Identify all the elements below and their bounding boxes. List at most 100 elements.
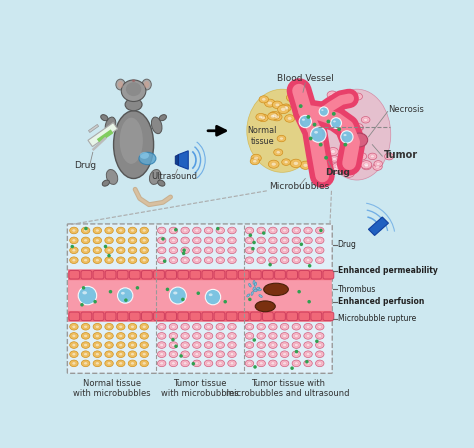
FancyBboxPatch shape <box>226 312 237 321</box>
Ellipse shape <box>294 353 298 356</box>
Ellipse shape <box>373 163 382 170</box>
Ellipse shape <box>247 344 251 347</box>
Ellipse shape <box>207 362 210 365</box>
Ellipse shape <box>343 133 348 137</box>
Ellipse shape <box>365 164 369 168</box>
Ellipse shape <box>253 280 255 284</box>
Circle shape <box>331 118 341 129</box>
Ellipse shape <box>284 106 288 109</box>
Ellipse shape <box>259 96 269 103</box>
Ellipse shape <box>95 325 99 328</box>
Circle shape <box>300 242 303 246</box>
Ellipse shape <box>271 259 275 262</box>
FancyBboxPatch shape <box>214 312 225 321</box>
Ellipse shape <box>228 237 236 244</box>
Ellipse shape <box>216 351 225 358</box>
Circle shape <box>197 292 200 295</box>
Ellipse shape <box>259 259 263 262</box>
Ellipse shape <box>294 325 298 328</box>
Circle shape <box>118 288 133 303</box>
Ellipse shape <box>293 161 299 165</box>
Ellipse shape <box>142 259 146 262</box>
Ellipse shape <box>105 342 113 349</box>
Ellipse shape <box>316 342 324 349</box>
Ellipse shape <box>257 332 265 339</box>
Ellipse shape <box>140 152 149 159</box>
Circle shape <box>319 107 328 116</box>
Ellipse shape <box>70 342 78 349</box>
Ellipse shape <box>128 237 137 244</box>
Ellipse shape <box>119 334 123 337</box>
Ellipse shape <box>126 82 141 96</box>
FancyArrowPatch shape <box>208 126 226 135</box>
Ellipse shape <box>281 257 289 263</box>
Ellipse shape <box>70 227 78 234</box>
FancyBboxPatch shape <box>69 312 80 321</box>
Ellipse shape <box>128 360 137 366</box>
Ellipse shape <box>72 362 76 365</box>
Ellipse shape <box>140 351 148 358</box>
Ellipse shape <box>93 237 101 244</box>
Ellipse shape <box>261 116 265 120</box>
Ellipse shape <box>117 227 125 234</box>
Ellipse shape <box>192 342 201 349</box>
Ellipse shape <box>318 325 322 328</box>
Ellipse shape <box>257 227 265 234</box>
Circle shape <box>305 360 309 363</box>
Ellipse shape <box>269 227 277 234</box>
Ellipse shape <box>269 342 277 349</box>
Ellipse shape <box>195 344 199 347</box>
Ellipse shape <box>192 351 201 358</box>
Ellipse shape <box>371 155 374 158</box>
Ellipse shape <box>287 117 292 120</box>
Ellipse shape <box>228 257 236 263</box>
Ellipse shape <box>247 334 251 337</box>
Ellipse shape <box>130 353 135 356</box>
Ellipse shape <box>294 249 298 252</box>
Ellipse shape <box>337 130 346 137</box>
Ellipse shape <box>160 334 164 337</box>
Ellipse shape <box>341 94 346 97</box>
Ellipse shape <box>160 344 164 347</box>
Ellipse shape <box>219 334 222 337</box>
Ellipse shape <box>259 325 263 328</box>
Ellipse shape <box>304 227 312 234</box>
Ellipse shape <box>105 360 113 366</box>
Ellipse shape <box>117 342 125 349</box>
Ellipse shape <box>328 116 339 125</box>
Ellipse shape <box>283 105 291 112</box>
Ellipse shape <box>121 80 146 102</box>
Ellipse shape <box>142 362 146 365</box>
Ellipse shape <box>107 362 111 365</box>
Ellipse shape <box>250 158 259 165</box>
Ellipse shape <box>192 323 201 330</box>
Ellipse shape <box>338 91 349 99</box>
Ellipse shape <box>374 161 383 167</box>
Ellipse shape <box>140 360 148 366</box>
FancyBboxPatch shape <box>105 271 116 279</box>
Ellipse shape <box>107 259 111 262</box>
Ellipse shape <box>192 247 201 254</box>
Ellipse shape <box>119 344 123 347</box>
Ellipse shape <box>340 130 351 139</box>
Ellipse shape <box>304 237 312 244</box>
Ellipse shape <box>82 291 87 294</box>
Text: Tumor tissue with
microbubbles and ultrasound: Tumor tissue with microbubbles and ultra… <box>226 379 349 398</box>
Ellipse shape <box>149 169 161 185</box>
Ellipse shape <box>82 227 90 234</box>
Ellipse shape <box>192 227 201 234</box>
Ellipse shape <box>259 249 263 252</box>
Ellipse shape <box>130 334 135 337</box>
Ellipse shape <box>269 112 280 120</box>
Ellipse shape <box>72 353 76 356</box>
Ellipse shape <box>216 360 225 366</box>
Ellipse shape <box>247 239 251 242</box>
Ellipse shape <box>245 247 254 254</box>
FancyBboxPatch shape <box>202 312 213 321</box>
Ellipse shape <box>119 249 123 252</box>
Ellipse shape <box>195 259 199 262</box>
FancyBboxPatch shape <box>226 271 237 279</box>
Ellipse shape <box>336 95 345 102</box>
Ellipse shape <box>247 259 251 262</box>
Ellipse shape <box>195 362 199 365</box>
